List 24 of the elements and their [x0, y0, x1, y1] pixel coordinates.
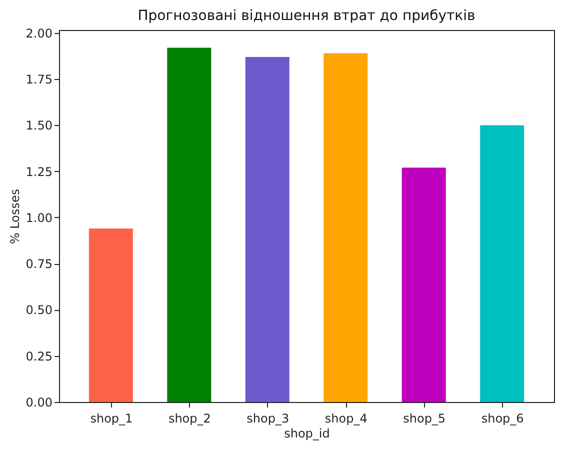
x-tick-label: shop_1 [90, 412, 133, 426]
x-tick-label: shop_3 [246, 412, 290, 426]
x-tick-label: shop_4 [324, 412, 368, 426]
y-tick-label: 2.00 [26, 26, 52, 40]
bar [324, 53, 368, 402]
x-tick-label: shop_6 [481, 412, 524, 426]
y-tick-label: 0.50 [26, 303, 52, 318]
y-tick-label: 1.75 [26, 72, 52, 87]
bar [167, 48, 212, 402]
y-tick-label: 1.00 [26, 210, 52, 225]
bar [245, 56, 290, 402]
y-tick-label: 1.25 [26, 164, 52, 179]
y-tick-label: 0.75 [26, 257, 52, 272]
bar [480, 125, 524, 402]
y-tick-label: 1.50 [26, 118, 52, 133]
y-tick-label: 0.25 [26, 349, 52, 364]
x-axis-title: shop_id [284, 426, 330, 440]
y-axis-title: % Losses [8, 188, 22, 244]
bar [402, 168, 446, 402]
bar [88, 228, 133, 402]
x-tick-label: shop_2 [168, 412, 211, 426]
chart-title: Прогнозовані відношення втрат до прибутків [138, 8, 476, 24]
x-tick-label: shop_5 [403, 412, 446, 426]
y-tick-label: 0.00 [26, 396, 52, 410]
